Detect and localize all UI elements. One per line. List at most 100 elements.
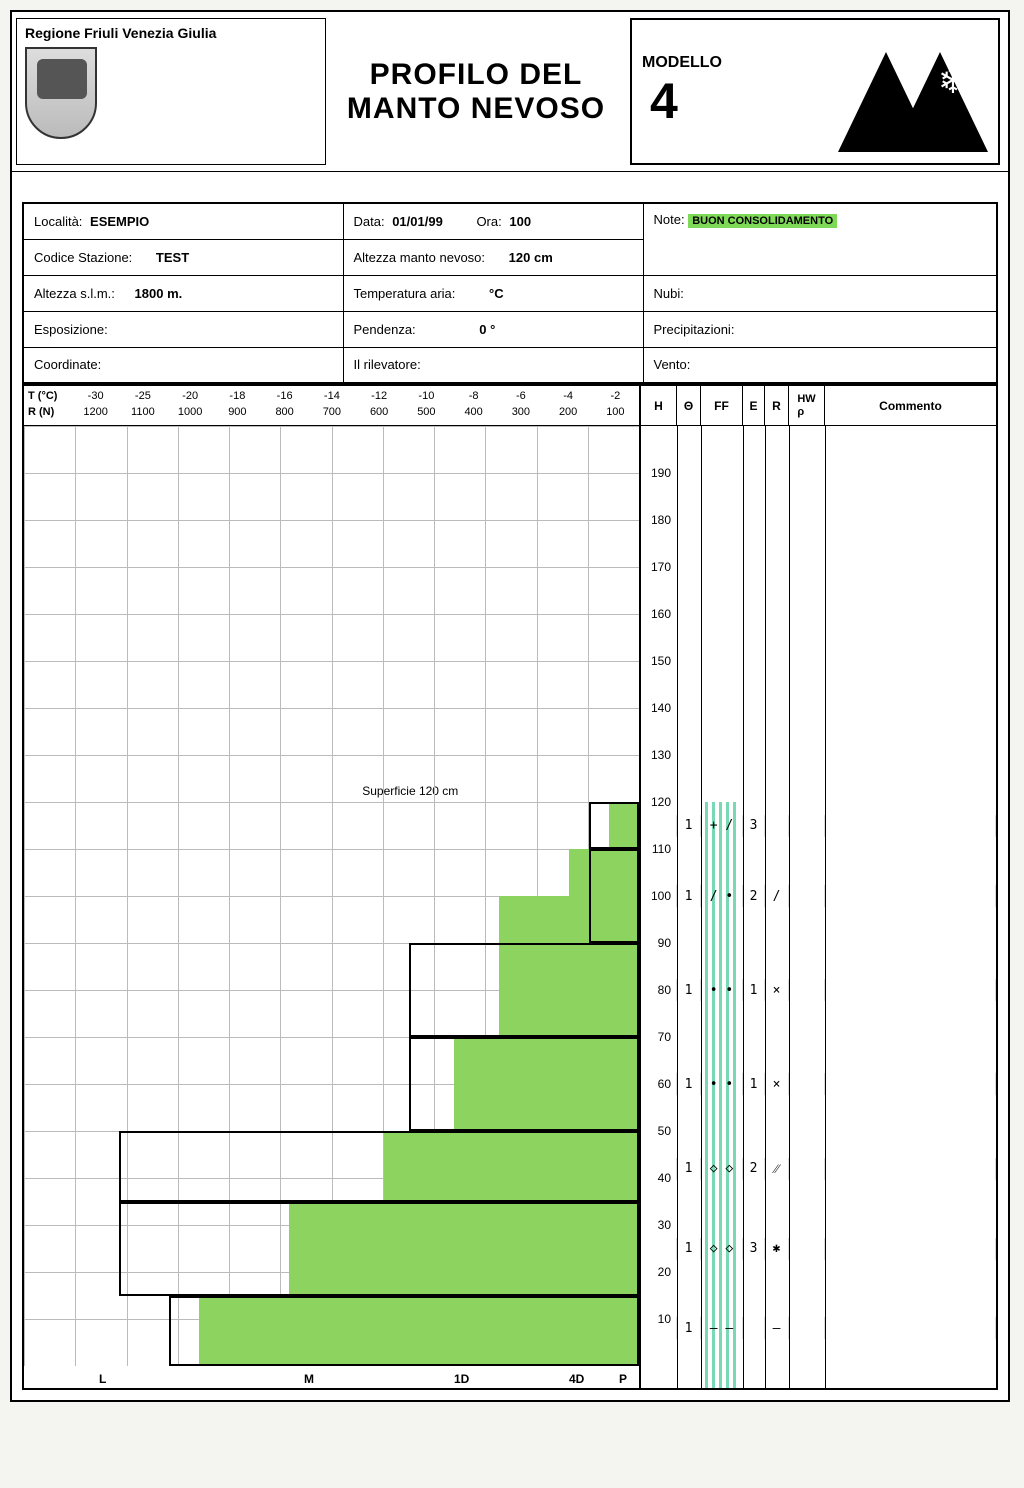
- layer-box: [409, 1037, 639, 1131]
- t-tick: -16: [261, 390, 308, 402]
- layer-cell: ×: [765, 979, 789, 1001]
- t-tick: -14: [308, 390, 355, 402]
- modello-label: MODELLO: [642, 54, 722, 72]
- ora-value: 100: [509, 214, 531, 229]
- layer-cell: • •: [701, 1073, 743, 1095]
- r-tick: 800: [261, 406, 308, 418]
- layer-cell: [789, 1317, 825, 1339]
- layer-cell: ⁄⁄: [765, 1158, 789, 1180]
- altezza-manto-value: 120 cm: [509, 250, 553, 265]
- r-tick: 1100: [119, 406, 166, 418]
- layer-row: 1+ /3: [641, 815, 996, 837]
- modello-number: 4: [650, 72, 722, 130]
- layer-cell: ✱: [765, 1238, 789, 1260]
- layer-cell: 1: [677, 815, 701, 837]
- coord-label: Coordinate:: [34, 357, 101, 372]
- info-table: Località: ESEMPIO Data: 01/01/99 Ora: 10…: [22, 202, 998, 384]
- layer-cell: — —: [701, 1317, 743, 1339]
- h-tick: 150: [641, 654, 677, 668]
- layer-cell: [641, 1317, 677, 1339]
- r-tick: 200: [545, 406, 592, 418]
- layer-cell: 1: [743, 979, 765, 1001]
- layer-cell: [825, 1158, 996, 1180]
- layer-cell: 1: [677, 1073, 701, 1095]
- nubi-label: Nubi:: [654, 286, 684, 301]
- region-box: Regione Friuli Venezia Giulia: [16, 18, 326, 165]
- axis-header: T (°C) R (N) -30-25-20-18-16-14-12-10-8-…: [24, 386, 639, 426]
- layer-cell: 1: [677, 979, 701, 1001]
- data-value: 01/01/99: [392, 214, 443, 229]
- col-header: Commento: [825, 386, 996, 425]
- layer-cell: [825, 979, 996, 1001]
- layer-cell: [825, 815, 996, 837]
- h-tick: 170: [641, 560, 677, 574]
- col-header: H: [641, 386, 677, 425]
- r-tick: 500: [403, 406, 450, 418]
- layer-cell: 3: [743, 1238, 765, 1260]
- r-tick: 900: [214, 406, 261, 418]
- t-tick: -12: [356, 390, 403, 402]
- layer-box: [119, 1202, 639, 1296]
- r-axis-label: R (N): [28, 406, 54, 418]
- r-tick: 400: [450, 406, 497, 418]
- layer-cell: [641, 1158, 677, 1180]
- layer-cell: + /: [701, 815, 743, 837]
- t-ticks: -30-25-20-18-16-14-12-10-8-6-4-2: [72, 390, 639, 402]
- layer-row: 1/ •2/: [641, 885, 996, 907]
- altezza-manto-label: Altezza manto nevoso:: [354, 250, 486, 265]
- ora-label: Ora:: [476, 214, 501, 229]
- layer-cell: [789, 885, 825, 907]
- layer-box: [589, 802, 639, 849]
- superficie-label: Superficie 120 cm: [362, 784, 458, 798]
- h-tick: 140: [641, 701, 677, 715]
- bottom-scale: LM1D4DP: [24, 1366, 639, 1388]
- note-label: Note:: [654, 212, 685, 227]
- r-tick: 600: [356, 406, 403, 418]
- temp-aria-label: Temperatura aria:: [354, 286, 456, 301]
- layer-row: 1— ——: [641, 1317, 996, 1339]
- chart-zone: T (°C) R (N) -30-25-20-18-16-14-12-10-8-…: [22, 384, 998, 1390]
- r-ticks: 120011001000900800700600500400300200100: [72, 406, 639, 418]
- layer-row: 1• •1×: [641, 1073, 996, 1095]
- title-line2: MANTO NEVOSO: [330, 92, 622, 126]
- t-tick: -30: [72, 390, 119, 402]
- localita-value: ESEMPIO: [90, 214, 149, 229]
- altezza-slm-value: 1800 m.: [135, 286, 183, 301]
- data-label: Data:: [354, 214, 385, 229]
- codice-value: TEST: [156, 250, 189, 265]
- layer-cell: [641, 815, 677, 837]
- title: PROFILO DEL MANTO NEVOSO: [330, 12, 622, 171]
- layer-cell: 2: [743, 885, 765, 907]
- h-tick: 70: [641, 1030, 677, 1044]
- layer-cell: ◇ ◇: [701, 1158, 743, 1180]
- t-axis-label: T (°C): [28, 390, 57, 402]
- bottom-mark: P: [619, 1372, 627, 1386]
- h-tick: 30: [641, 1218, 677, 1232]
- layer-cell: 1: [677, 1158, 701, 1180]
- layer-cell: /: [765, 885, 789, 907]
- layer-cell: 2: [743, 1158, 765, 1180]
- layer-cell: [641, 1238, 677, 1260]
- layer-row: 1◇ ◇2⁄⁄: [641, 1158, 996, 1180]
- t-tick: -6: [497, 390, 544, 402]
- altezza-slm-label: Altezza s.l.m.:: [34, 286, 115, 301]
- modello-box: MODELLO 4 ❄: [630, 18, 1000, 165]
- layer-box: [589, 849, 639, 943]
- layer-cell: • •: [701, 979, 743, 1001]
- layer-cell: [765, 815, 789, 837]
- t-tick: -4: [545, 390, 592, 402]
- layer-cell: ×: [765, 1073, 789, 1095]
- localita-label: Località:: [34, 214, 82, 229]
- h-tick: 50: [641, 1124, 677, 1138]
- layer-box: [119, 1131, 639, 1202]
- layer-cell: [825, 1238, 996, 1260]
- temp-aria-value: °C: [489, 286, 504, 301]
- t-tick: -25: [119, 390, 166, 402]
- region-crest-icon: [25, 47, 97, 139]
- h-tick: 160: [641, 607, 677, 621]
- t-tick: -10: [403, 390, 450, 402]
- t-tick: -8: [450, 390, 497, 402]
- layer-row: 1◇ ◇3✱: [641, 1238, 996, 1260]
- t-tick: -20: [167, 390, 214, 402]
- layer-cell: ◇ ◇: [701, 1238, 743, 1260]
